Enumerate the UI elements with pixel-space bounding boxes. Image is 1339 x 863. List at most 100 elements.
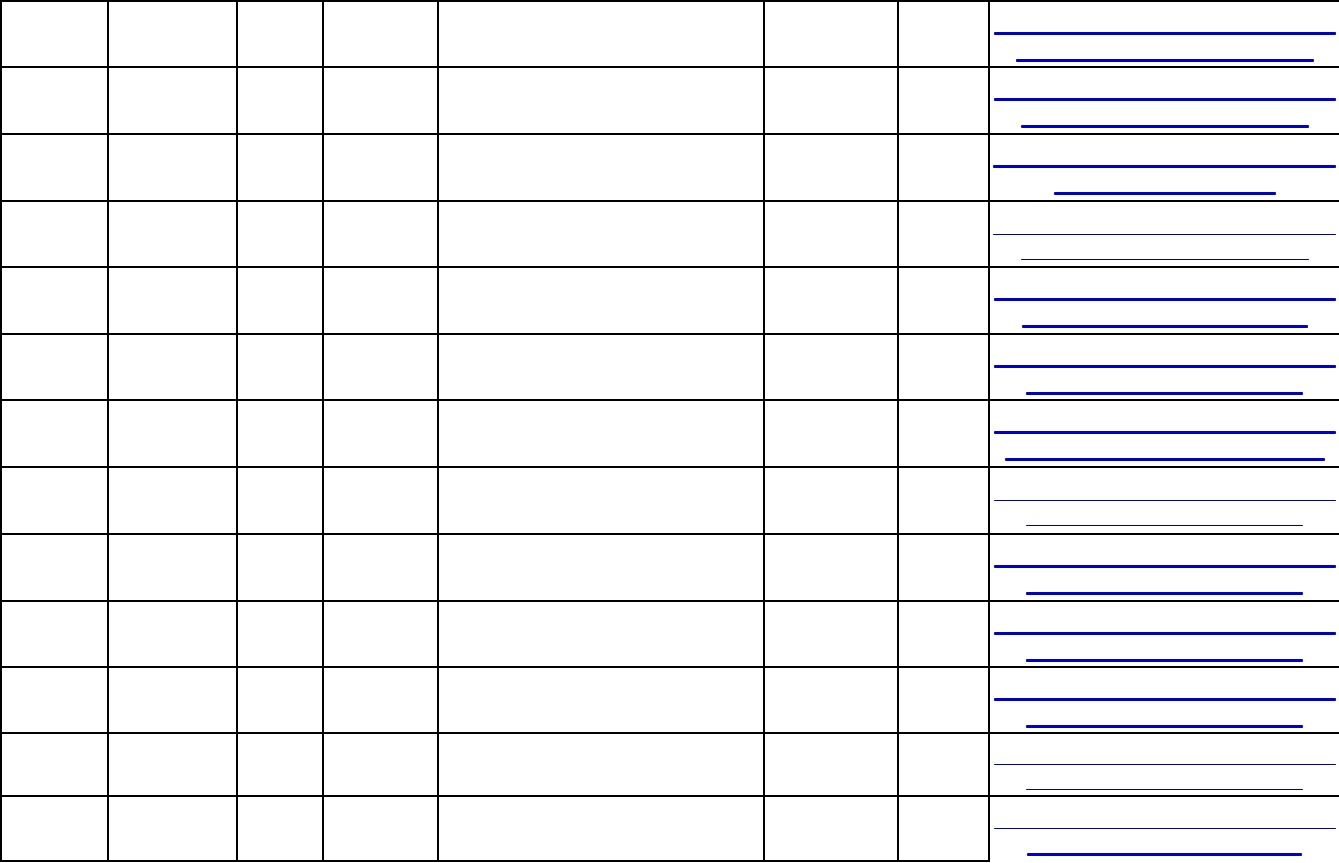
hyperlink-underline-line1[interactable] <box>993 431 1336 434</box>
empty-cell <box>1 267 109 335</box>
empty-cell <box>764 601 899 668</box>
hyperlink-underline-line2[interactable] <box>1027 852 1302 856</box>
link-cell-content <box>990 273 1338 328</box>
empty-cell <box>237 1 324 68</box>
empty-cell <box>898 1 990 68</box>
empty-cell <box>438 67 765 135</box>
link-cell <box>989 667 1339 734</box>
link-cell <box>989 601 1339 668</box>
hyperlink-underline-line1[interactable] <box>993 364 1336 368</box>
hyperlink-underline-line2[interactable] <box>1026 525 1303 526</box>
empty-cell <box>1 1 109 68</box>
hyperlink-underline-line2[interactable] <box>1026 724 1303 728</box>
empty-cell <box>898 467 990 535</box>
empty-cell <box>108 667 238 734</box>
empty-cell <box>438 601 765 668</box>
empty-cell <box>1 334 109 401</box>
hyperlink-underline-line1[interactable] <box>993 827 1336 829</box>
table-row <box>1 1 1339 68</box>
hyperlink-underline-line1[interactable] <box>993 500 1336 501</box>
link-cell-content <box>990 739 1338 790</box>
empty-cell <box>1 534 109 602</box>
table-row <box>1 134 1339 202</box>
empty-cell <box>438 667 765 734</box>
table-row <box>1 667 1339 734</box>
empty-cell <box>108 400 238 468</box>
empty-cell <box>237 201 324 268</box>
hyperlink-underline-line2[interactable] <box>1026 592 1303 595</box>
hyperlink-underline-line2[interactable] <box>1020 258 1309 260</box>
empty-cell <box>764 400 899 468</box>
empty-cell <box>898 334 990 401</box>
hyperlink-underline-line2[interactable] <box>1026 789 1303 790</box>
empty-cell <box>323 1 439 68</box>
hyperlink-underline-line2[interactable] <box>1021 325 1308 328</box>
table-row <box>1 534 1339 602</box>
empty-cell <box>438 334 765 401</box>
hyperlink-underline-line2[interactable] <box>1004 458 1325 461</box>
empty-cell <box>898 601 990 668</box>
hyperlink-underline-line1[interactable] <box>993 565 1336 568</box>
empty-cell <box>898 667 990 734</box>
empty-cell <box>1 601 109 668</box>
empty-cell <box>1 201 109 268</box>
empty-cell <box>237 134 324 202</box>
empty-cell <box>898 796 990 862</box>
empty-cell <box>323 467 439 535</box>
hyperlink-underline-line1[interactable] <box>993 233 1336 235</box>
empty-cell <box>323 267 439 335</box>
empty-cell <box>438 201 765 268</box>
link-cell <box>989 400 1339 468</box>
link-cell <box>989 67 1339 135</box>
hyperlink-underline-line2[interactable] <box>1053 192 1276 195</box>
empty-cell <box>764 534 899 602</box>
table-row <box>1 201 1339 268</box>
empty-cell <box>108 334 238 401</box>
hyperlink-underline-line2[interactable] <box>1020 125 1309 128</box>
empty-cell <box>237 467 324 535</box>
hyperlink-underline-line2[interactable] <box>1026 658 1303 662</box>
empty-cell <box>438 400 765 468</box>
empty-cell <box>108 601 238 668</box>
link-cell <box>989 534 1339 602</box>
table-row <box>1 467 1339 535</box>
empty-cell <box>108 1 238 68</box>
empty-cell <box>323 400 439 468</box>
empty-cell <box>438 467 765 535</box>
empty-cell <box>108 134 238 202</box>
hyperlink-underline-line1[interactable] <box>993 631 1336 635</box>
empty-cell <box>898 267 990 335</box>
hyperlink-underline-line1[interactable] <box>993 764 1336 765</box>
link-cell-content <box>990 803 1338 856</box>
empty-cell <box>764 201 899 268</box>
table-row <box>1 67 1339 135</box>
hyperlink-underline-line2[interactable] <box>1026 391 1303 395</box>
empty-cell <box>323 601 439 668</box>
empty-cell <box>1 134 109 202</box>
empty-cell <box>898 67 990 135</box>
empty-cell <box>237 534 324 602</box>
link-cell <box>989 267 1339 335</box>
empty-cell <box>237 733 324 797</box>
hyperlink-underline-line1[interactable] <box>993 697 1336 701</box>
empty-cell <box>438 1 765 68</box>
hyperlink-underline-line1[interactable] <box>993 165 1336 168</box>
table-row <box>1 733 1339 797</box>
empty-cell <box>237 601 324 668</box>
hyperlink-underline-line1[interactable] <box>993 31 1336 35</box>
empty-cell <box>764 134 899 202</box>
empty-cell <box>237 334 324 401</box>
empty-cell <box>438 733 765 797</box>
empty-cell <box>237 267 324 335</box>
hyperlink-underline-line1[interactable] <box>993 298 1336 301</box>
empty-cell <box>764 67 899 135</box>
table-row <box>1 267 1339 335</box>
empty-cell <box>237 667 324 734</box>
table-row <box>1 400 1339 468</box>
hyperlink-underline-line2[interactable] <box>1015 58 1314 62</box>
empty-cell <box>764 667 899 734</box>
empty-cell <box>764 1 899 68</box>
hyperlink-underline-line1[interactable] <box>993 98 1336 101</box>
